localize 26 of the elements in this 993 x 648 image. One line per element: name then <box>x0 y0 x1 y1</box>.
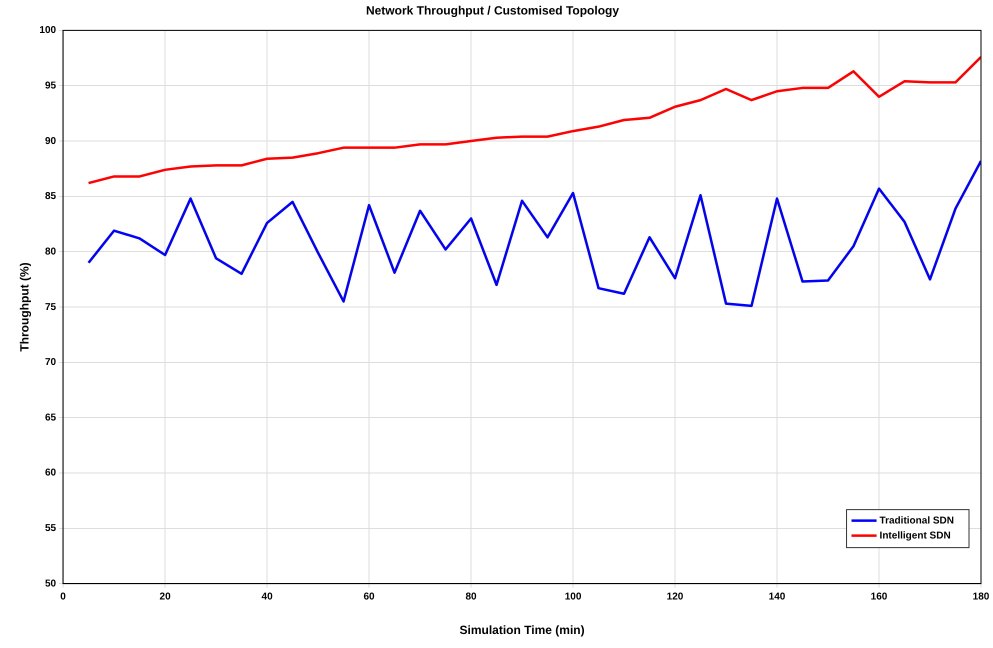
x-tick-label: 160 <box>870 591 888 602</box>
y-tick-label: 75 <box>44 302 57 313</box>
y-tick-label: 65 <box>44 412 57 424</box>
legend-label: Traditional SDN <box>880 515 954 526</box>
legend-label: Intelligent SDN <box>880 530 951 542</box>
y-tick-label: 60 <box>44 468 57 479</box>
x-tick-label: 20 <box>160 591 172 602</box>
chart-title: Network Throughput / Customised Topology <box>366 4 620 18</box>
x-tick-label: 100 <box>564 591 582 602</box>
y-tick-label: 80 <box>44 246 57 258</box>
x-axis-title: Simulation Time (min) <box>459 623 585 638</box>
x-tick-label: 180 <box>972 591 990 602</box>
y-tick-label: 70 <box>44 357 57 368</box>
x-tick-label: 0 <box>60 591 66 602</box>
x-tick-label: 60 <box>363 591 376 602</box>
y-tick-label: 90 <box>44 136 57 147</box>
y-tick-label: 95 <box>44 80 57 92</box>
x-tick-label: 80 <box>465 591 478 602</box>
y-tick-label: 50 <box>44 578 57 590</box>
x-tick-label: 40 <box>262 591 274 602</box>
y-tick-label: 85 <box>44 191 57 202</box>
y-tick-label: 100 <box>39 25 57 36</box>
y-axis-title: Throughput (%) <box>18 262 32 352</box>
x-tick-label: 120 <box>666 591 684 602</box>
x-tick-label: 140 <box>768 591 786 602</box>
y-tick-label: 55 <box>44 523 57 534</box>
